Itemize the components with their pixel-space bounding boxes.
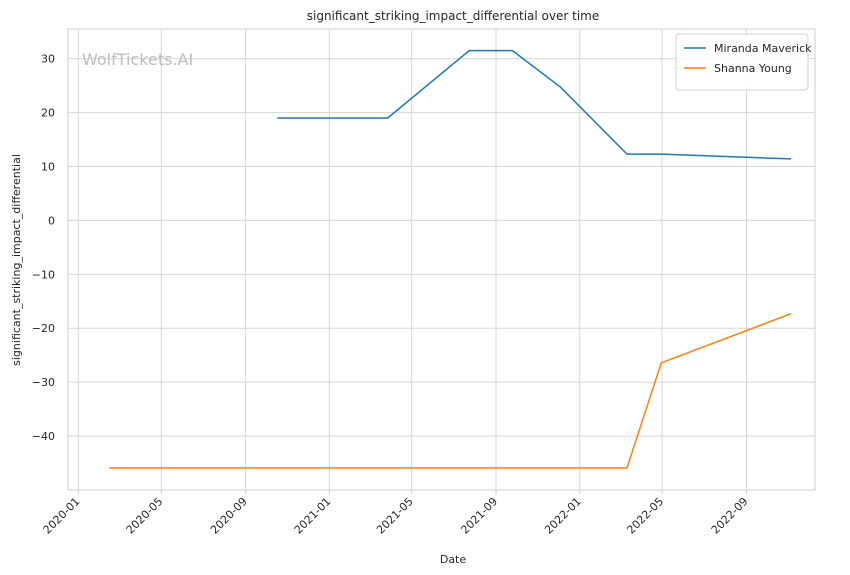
legend: Miranda Maverick Shanna Young xyxy=(675,33,812,91)
plot-frame xyxy=(67,28,816,491)
y-tick-label: −40 xyxy=(32,430,55,443)
series-lines xyxy=(109,49,792,469)
legend-label: Shanna Young xyxy=(714,62,792,75)
y-tick-label: −10 xyxy=(32,268,55,281)
y-tick-label: 30 xyxy=(41,53,55,66)
series-line-2 xyxy=(109,312,792,469)
y-axis-ticks: 30 20 10 0 −10 −20 −30 −40 xyxy=(32,53,55,443)
y-tick-label: 10 xyxy=(41,160,55,173)
watermark: WolfTickets.AI xyxy=(82,50,193,69)
legend-label: Miranda Maverick xyxy=(714,42,812,55)
x-axis-label: Date xyxy=(440,553,467,566)
y-tick-label: 0 xyxy=(48,214,55,227)
y-tick-label: −20 xyxy=(32,322,55,335)
chart-title: significant_striking_impact_differential… xyxy=(307,9,599,23)
y-axis-label: significant_striking_impact_differential xyxy=(10,154,23,366)
y-tick-label: −30 xyxy=(32,376,55,389)
y-tick-label: 20 xyxy=(41,107,55,120)
series-line-1 xyxy=(277,49,792,160)
legend-box xyxy=(675,33,809,91)
